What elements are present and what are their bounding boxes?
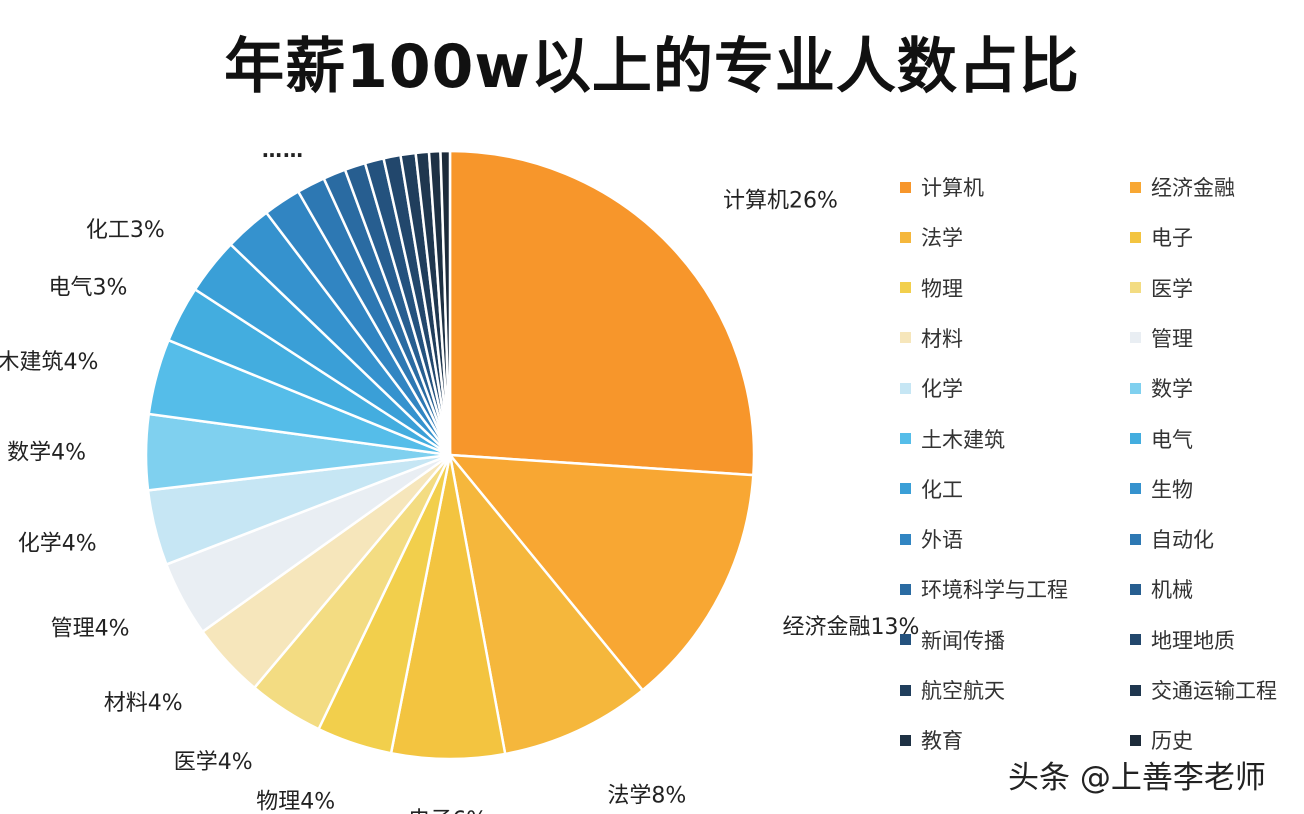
legend-item: 环境科学与工程 [900, 574, 1068, 604]
legend-swatch [900, 634, 911, 646]
legend-item: 化工 [900, 474, 963, 504]
legend-swatch [1130, 483, 1141, 495]
legend-item: 土木建筑 [900, 424, 1005, 454]
legend-item: 管理 [1130, 323, 1193, 353]
legend-label: 环境科学与工程 [921, 578, 1068, 603]
legend-swatch [1130, 533, 1141, 545]
legend-item: 法学 [900, 222, 963, 252]
legend-swatch [900, 734, 911, 746]
legend-label: 交通运输工程 [1151, 679, 1277, 703]
legend-item: 化学 [900, 373, 963, 403]
legend-label: 数学 [1151, 377, 1193, 402]
legend-label: 电子 [1151, 226, 1193, 251]
legend-item: 新闻传播 [900, 625, 1005, 655]
legend-swatch [900, 231, 911, 243]
data-label: 管理4% [51, 617, 130, 642]
legend-swatch [1130, 634, 1141, 646]
legend-item: 外语 [900, 524, 963, 554]
data-label: 电气3% [49, 275, 128, 300]
legend-item: 教育 [900, 725, 963, 755]
legend-label: 化工 [921, 477, 963, 502]
data-label: 电子6% [408, 808, 487, 814]
legend-swatch [900, 483, 911, 495]
legend-item: 物理 [900, 273, 963, 303]
legend-label: 医学 [1151, 276, 1193, 301]
legend-label: 外语 [921, 528, 963, 553]
legend-label: 土木建筑 [921, 427, 1005, 452]
legend-item: 交通运输工程 [1130, 675, 1277, 705]
legend-label: 化学 [921, 377, 963, 402]
legend-label: 电气 [1151, 427, 1193, 452]
data-label: 土木建筑4% [0, 350, 98, 375]
legend-label: 自动化 [1151, 528, 1214, 553]
data-label: 计算机26% [723, 188, 838, 213]
legend-swatch [1130, 734, 1141, 746]
legend-swatch [1130, 181, 1141, 193]
legend-swatch [900, 181, 911, 193]
legend-label: 物理 [921, 276, 963, 301]
legend-item: 数学 [1130, 373, 1193, 403]
legend-label: 历史 [1151, 729, 1193, 754]
data-label: 材料4% [104, 691, 183, 716]
legend-label: 管理 [1151, 326, 1193, 351]
pie-slice-2 [448, 454, 645, 756]
data-label: 法学8% [607, 783, 686, 808]
legend-swatch [1130, 332, 1141, 344]
legend-swatch [900, 332, 911, 344]
legend-label: 法学 [921, 226, 963, 251]
legend-swatch [1130, 231, 1141, 243]
data-label: 数学4% [7, 441, 86, 466]
legend-swatch [1130, 684, 1141, 696]
legend-item: 电子 [1130, 222, 1193, 252]
legend-swatch [1130, 583, 1141, 595]
legend-item: 计算机 [900, 172, 984, 202]
legend-label: 计算机 [921, 176, 984, 200]
legend-item: 航空航天 [900, 675, 1005, 705]
others-label: …… [262, 138, 304, 162]
legend-label: 航空航天 [921, 679, 1005, 703]
legend-item: 生物 [1130, 474, 1193, 504]
legend-swatch [1130, 382, 1141, 394]
pie-slice-0 [448, 149, 756, 477]
data-label: 经济金融13% [783, 615, 920, 640]
legend-item: 自动化 [1130, 524, 1214, 554]
legend-item: 地理地质 [1130, 625, 1235, 655]
legend-item: 医学 [1130, 273, 1193, 303]
legend-item: 电气 [1130, 424, 1193, 454]
legend-label: 机械 [1151, 578, 1193, 603]
data-label: 化学4% [18, 531, 97, 556]
legend-swatch [900, 533, 911, 545]
legend-swatch [1130, 433, 1141, 444]
legend-label: 地理地质 [1151, 628, 1235, 653]
data-label: 物理4% [256, 789, 335, 814]
legend-swatch [900, 433, 911, 444]
legend-label: 材料 [921, 326, 963, 351]
legend-item: 经济金融 [1130, 172, 1235, 202]
legend-swatch [900, 382, 911, 394]
legend-label: 教育 [921, 729, 963, 754]
legend-label: 生物 [1151, 477, 1193, 502]
legend-swatch [900, 282, 911, 294]
chart-title: 年薪100w以上的专业人数占比 [224, 32, 1080, 102]
legend-label: 新闻传播 [921, 628, 1005, 653]
legend-item: 历史 [1130, 725, 1193, 755]
pie-slice-23 [439, 149, 452, 456]
data-label: 医学4% [174, 750, 253, 775]
legend-swatch [900, 583, 911, 595]
legend-swatch [1130, 282, 1141, 294]
pie-slice-1 [447, 453, 755, 692]
watermark: 头条 @上善李老师 [1008, 760, 1266, 796]
legend-item: 机械 [1130, 574, 1193, 604]
legend-label: 经济金融 [1151, 176, 1235, 200]
legend-swatch [900, 684, 911, 696]
legend-item: 材料 [900, 323, 963, 353]
data-label: 化工3% [86, 218, 165, 243]
